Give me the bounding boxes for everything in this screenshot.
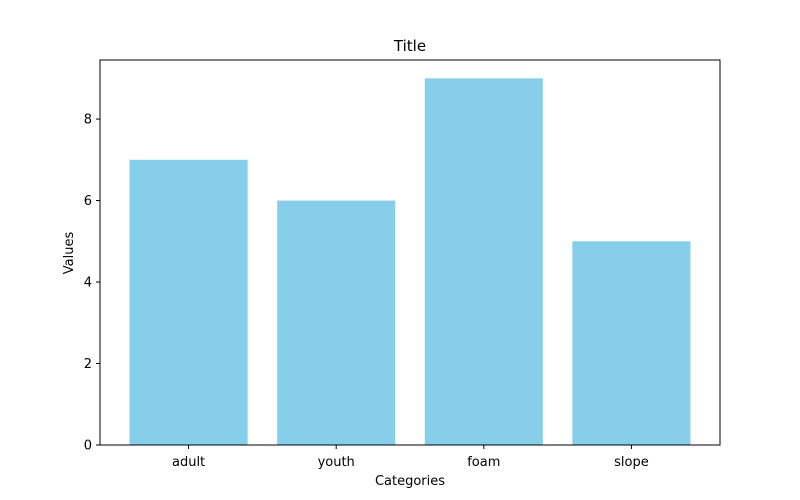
bar-slope [572, 241, 691, 445]
x-tick-label-foam: foam [467, 455, 500, 470]
ticks-layer: 0 2 4 6 8 adult youth foam slope [84, 113, 649, 470]
x-axis-label: Categories [375, 474, 445, 489]
x-tick-label-slope: slope [614, 455, 649, 470]
axes-layer [99, 59, 721, 446]
y-tick-label-8: 8 [84, 113, 92, 128]
bar-adult [129, 159, 248, 445]
y-tick-label-6: 6 [84, 194, 92, 209]
y-tick-label-2: 2 [84, 357, 92, 372]
x-tick-label-youth: youth [318, 455, 355, 470]
y-tick-label-4: 4 [84, 276, 92, 291]
y-axis-label: Values [62, 232, 77, 275]
bar-youth [277, 200, 396, 445]
plot-frame [99, 59, 721, 446]
bar-foam [424, 78, 543, 445]
chart-title: Title [393, 37, 426, 55]
y-tick-label-0: 0 [84, 439, 92, 454]
x-tick-label-adult: adult [172, 455, 205, 470]
bars-layer [129, 78, 691, 445]
